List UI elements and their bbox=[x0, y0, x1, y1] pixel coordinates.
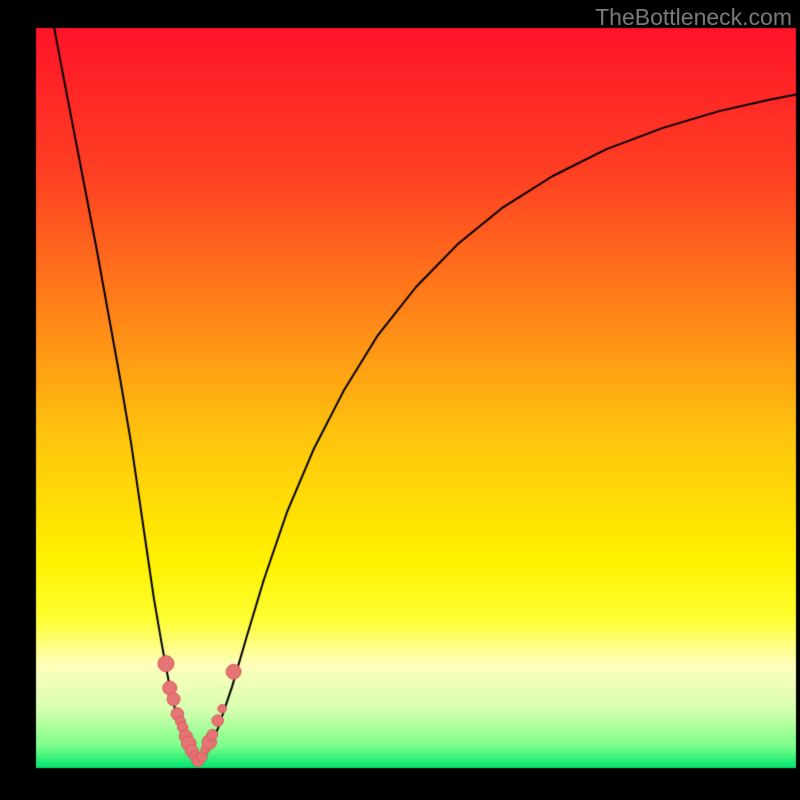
watermark-text: TheBottleneck.com bbox=[595, 4, 792, 31]
bottleneck-chart-canvas bbox=[0, 0, 800, 800]
chart-root: TheBottleneck.com bbox=[0, 0, 800, 800]
